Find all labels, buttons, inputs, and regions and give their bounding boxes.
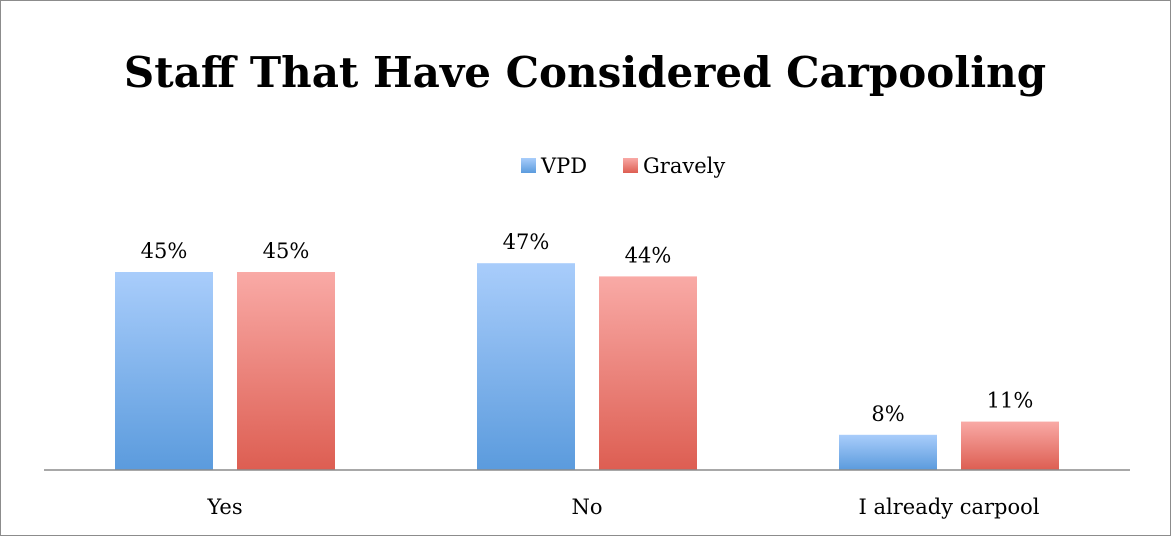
legend-swatch-gravely — [623, 158, 638, 173]
bar-gravely-2 — [961, 421, 1059, 470]
category-label-1: No — [571, 495, 602, 519]
category-label-2: I already carpool — [859, 495, 1040, 519]
bar-vpd-2 — [839, 434, 937, 470]
category-label-0: Yes — [206, 495, 242, 519]
data-label-vpd-0: 45% — [141, 239, 188, 263]
legend-swatch-vpd — [521, 158, 536, 173]
data-label-vpd-2: 8% — [871, 402, 904, 426]
data-label-gravely-1: 44% — [625, 243, 672, 267]
data-label-gravely-2: 11% — [987, 389, 1034, 413]
bar-gravely-1 — [599, 276, 697, 470]
legend: VPD Gravely — [521, 154, 725, 178]
bar-vpd-1 — [477, 263, 575, 470]
chart-title: Staff That Have Considered Carpooling — [124, 48, 1046, 97]
value-labels-group: 45% 45% 47% 44% 8% 11% — [141, 230, 1034, 426]
legend-label-gravely: Gravely — [643, 154, 725, 178]
bar-gravely-0 — [237, 272, 335, 470]
data-label-vpd-1: 47% — [503, 230, 550, 254]
category-labels-group: Yes No I already carpool — [206, 495, 1039, 519]
data-label-gravely-0: 45% — [263, 239, 310, 263]
legend-label-vpd: VPD — [540, 154, 587, 178]
bar-vpd-0 — [115, 272, 213, 470]
bars-group — [115, 263, 1059, 470]
